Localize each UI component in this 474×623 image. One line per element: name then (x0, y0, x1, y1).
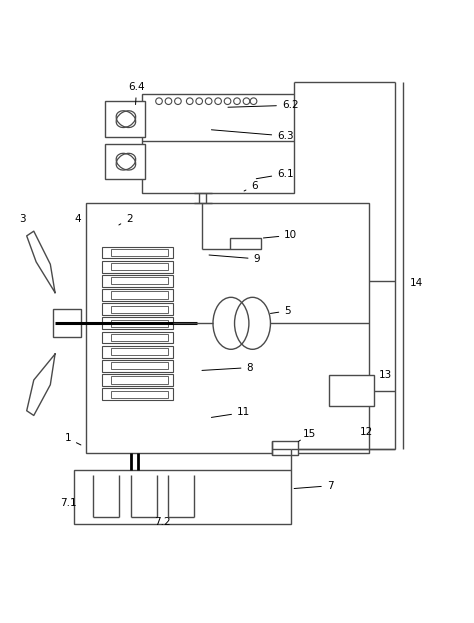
Text: 13: 13 (379, 370, 392, 380)
Bar (329, 375, 374, 406)
Bar (111, 363, 167, 369)
Text: 14: 14 (410, 278, 423, 288)
Text: 1: 1 (64, 434, 81, 445)
Bar (111, 391, 167, 397)
Bar (102, 260, 173, 272)
Bar (102, 275, 173, 287)
Text: 5: 5 (271, 306, 291, 316)
Bar (102, 289, 173, 301)
Bar (53, 309, 81, 338)
Text: 6.4: 6.4 (128, 82, 145, 105)
Text: 10: 10 (264, 231, 297, 240)
Text: 4: 4 (74, 214, 81, 224)
Text: 12: 12 (360, 427, 373, 437)
Bar (111, 306, 167, 313)
Text: 6.2: 6.2 (228, 100, 299, 110)
Bar (102, 374, 173, 386)
Text: 7.1: 7.1 (60, 498, 76, 508)
Bar (111, 292, 167, 298)
Bar (105, 144, 145, 179)
Bar (111, 376, 167, 384)
Text: 6.3: 6.3 (211, 130, 294, 141)
Bar (102, 247, 173, 259)
Bar (102, 317, 173, 329)
Text: 2: 2 (119, 214, 133, 225)
Bar (111, 320, 167, 327)
Text: 7: 7 (294, 481, 333, 491)
Bar (74, 470, 292, 524)
Bar (102, 346, 173, 358)
Bar (273, 442, 299, 455)
Text: 6: 6 (244, 181, 258, 191)
Bar (102, 360, 173, 372)
Bar (111, 348, 167, 355)
Bar (111, 249, 167, 256)
Bar (102, 303, 173, 315)
Text: 3: 3 (19, 214, 26, 224)
Text: 7.2: 7.2 (155, 517, 171, 527)
Bar (143, 94, 294, 193)
Bar (111, 334, 167, 341)
Text: 9: 9 (209, 254, 260, 264)
Bar (230, 238, 261, 249)
Bar (102, 331, 173, 343)
Bar (105, 101, 145, 136)
Bar (111, 277, 167, 284)
Text: 6.1: 6.1 (256, 169, 294, 179)
Bar (111, 263, 167, 270)
Text: 11: 11 (211, 407, 250, 417)
Bar (86, 203, 369, 454)
Text: 8: 8 (202, 363, 253, 373)
Bar (102, 388, 173, 400)
Text: 15: 15 (299, 429, 317, 442)
